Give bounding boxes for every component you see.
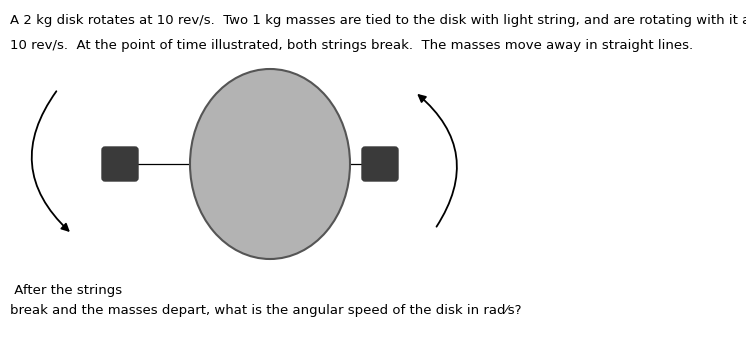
Ellipse shape (190, 69, 350, 259)
Text: break and the masses depart, what is the angular speed of the disk in rad⁄s?: break and the masses depart, what is the… (10, 304, 521, 317)
Text: 10 rev/s.  At the point of time illustrated, both strings break.  The masses mov: 10 rev/s. At the point of time illustrat… (10, 39, 693, 52)
Text: A 2 kg disk rotates at 10 rev/s.  Two 1 kg masses are tied to the disk with ligh: A 2 kg disk rotates at 10 rev/s. Two 1 k… (10, 14, 746, 27)
Text: After the strings: After the strings (10, 284, 122, 297)
FancyBboxPatch shape (362, 147, 398, 181)
FancyBboxPatch shape (102, 147, 138, 181)
